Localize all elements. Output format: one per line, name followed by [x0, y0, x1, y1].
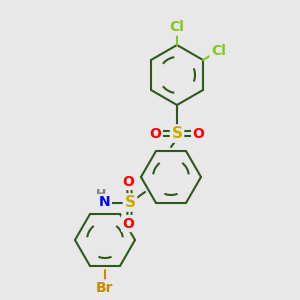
Text: S: S: [172, 126, 182, 141]
Text: Cl: Cl: [211, 44, 226, 58]
Text: O: O: [123, 175, 134, 188]
Text: H: H: [96, 188, 107, 202]
Text: O: O: [123, 217, 134, 230]
Text: Cl: Cl: [169, 20, 184, 34]
Text: O: O: [149, 127, 161, 140]
Text: N: N: [99, 196, 110, 209]
Text: Br: Br: [96, 281, 114, 295]
Text: O: O: [193, 127, 205, 140]
Text: S: S: [124, 195, 136, 210]
